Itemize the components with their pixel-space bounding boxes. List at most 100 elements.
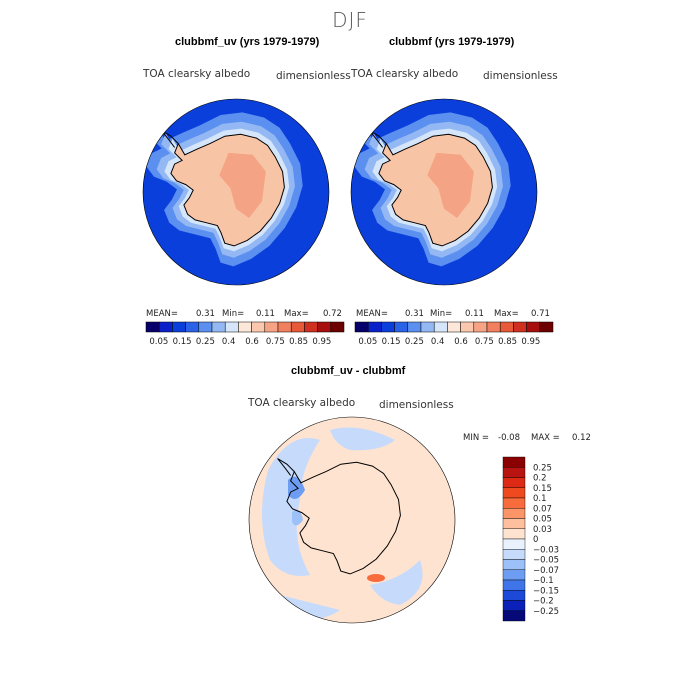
panel3-max-value: 0.12 xyxy=(572,433,591,443)
colorbar-swatch xyxy=(502,467,526,478)
colorbar-swatch xyxy=(172,321,186,333)
panel2-max-value: 0.71 xyxy=(531,309,550,319)
colorbar-swatch xyxy=(381,321,395,333)
colorbar-tick-label: −0.15 xyxy=(533,586,559,596)
colorbar-tick-label: 0.07 xyxy=(533,504,552,514)
coastline xyxy=(378,133,493,247)
panel2-units-label: dimensionless xyxy=(483,70,558,82)
panel2-min-value: 0.11 xyxy=(465,309,484,319)
panel2-mean-label: MEAN= xyxy=(356,309,388,319)
panel1-max-label: Max= xyxy=(284,309,309,319)
colorbar-tick-label: 0.05 xyxy=(533,515,552,525)
panel1-mean-value: 0.31 xyxy=(196,309,215,319)
colorbar-swatch xyxy=(513,321,527,333)
colorbar-swatch xyxy=(486,321,501,333)
colorbar-tick-label: 0.6 xyxy=(454,337,468,347)
panel1-units-label: dimensionless xyxy=(276,70,351,82)
colorbar-tick-label: −0.03 xyxy=(533,545,559,555)
panel1-field-label: TOA clearsky albedo xyxy=(143,68,251,80)
map-panel-1 xyxy=(143,99,329,285)
colorbar-swatch xyxy=(290,321,305,333)
panel1-mean-label: MEAN= xyxy=(146,309,178,319)
colorbar-swatch xyxy=(277,321,292,333)
map-border-3 xyxy=(248,416,456,624)
colorbar-tick-label: 0.25 xyxy=(533,463,552,473)
colorbar-swatch xyxy=(502,456,526,468)
map-border-2 xyxy=(350,98,538,286)
colorbar-swatch xyxy=(145,321,160,333)
colorbar-swatch xyxy=(367,321,382,333)
panel2-max-label: Max= xyxy=(494,309,519,319)
colorbar-swatch xyxy=(502,569,526,581)
negative-anomaly-region xyxy=(370,560,423,605)
colorbar-swatch xyxy=(460,321,475,333)
interior-plateau xyxy=(427,152,474,218)
colorbar-tick-label: 0.95 xyxy=(312,337,331,347)
colorbar-swatch xyxy=(526,321,541,333)
colorbar-swatch xyxy=(330,321,345,333)
colorbar-swatch xyxy=(354,321,369,333)
positive-anomaly-hotspot xyxy=(367,574,385,582)
colorbar-tick-label: 0.25 xyxy=(405,337,424,347)
coastline xyxy=(286,461,401,575)
colorbar-swatch xyxy=(251,321,266,333)
colorbar-tick-label: 0.6 xyxy=(245,337,259,347)
colorbar-tick-label: 0.05 xyxy=(149,337,168,347)
colorbar-tick-label: 0.85 xyxy=(498,337,517,347)
colorbar-tick-label: −0.05 xyxy=(533,556,559,566)
panel1-min-value: 0.11 xyxy=(256,309,275,319)
colorbar-swatch xyxy=(158,321,173,333)
coastline xyxy=(170,133,285,247)
colorbar-swatch xyxy=(502,528,526,540)
colorbar-tick-label: 0.95 xyxy=(521,337,540,347)
colorbar-tick-label: 0.4 xyxy=(222,337,236,347)
colorbar-tick-label: 0.15 xyxy=(533,484,552,494)
colorbar-swatch xyxy=(502,508,526,519)
colorbar-tick-label: −0.07 xyxy=(533,566,559,576)
colorbar-swatch xyxy=(502,477,526,488)
colorbar-swatch xyxy=(502,610,526,622)
panel3-min-label: MIN = xyxy=(463,433,490,443)
colorbar-tick-label: 0.2 xyxy=(533,474,547,484)
colorbar-tick-label: 0.1 xyxy=(533,494,547,504)
colorbar-tick-label: 0.75 xyxy=(475,337,494,347)
colorbar-swatch xyxy=(502,497,526,509)
colorbar-tick-label: 0.75 xyxy=(266,337,285,347)
colorbar-swatch xyxy=(447,321,461,333)
colorbar-swatch xyxy=(502,549,526,560)
colorbar-tick-label: 0.15 xyxy=(173,337,192,347)
colorbar-swatch xyxy=(502,600,526,611)
panel1-min-label: Min= xyxy=(222,309,245,319)
panel1-title: clubbmf_uv (yrs 1979-1979) xyxy=(175,36,320,48)
colorbar-swatch xyxy=(238,321,252,333)
colorbar-swatch xyxy=(502,538,526,550)
peninsula-coastline xyxy=(277,458,295,476)
panel3-field-label: TOA clearsky albedo xyxy=(248,397,356,409)
colorbar-swatch xyxy=(304,321,318,333)
colorbar-swatch xyxy=(185,321,200,333)
colorbar-swatch xyxy=(502,518,526,529)
colorbar-tick-label: −0.1 xyxy=(533,576,554,586)
map-panel-3 xyxy=(249,417,455,623)
colorbar-swatch xyxy=(198,321,213,333)
panel3-min-value: -0.08 xyxy=(498,433,520,443)
colorbar-tick-label: 0.25 xyxy=(196,337,215,347)
colorbar-swatch xyxy=(499,321,514,333)
colorbar-swatch xyxy=(502,487,526,499)
colorbar-tick-label: 0.05 xyxy=(358,337,377,347)
colorbar-swatch xyxy=(211,321,226,333)
colorbar-swatch xyxy=(407,321,422,333)
colorbar-swatch xyxy=(433,321,448,333)
colorbar-tick-label: 0.4 xyxy=(431,337,445,347)
colorbar-tick-label: −0.25 xyxy=(533,607,559,617)
panel2-title: clubbmf (yrs 1979-1979) xyxy=(389,36,515,48)
colorbar-tick-label: 0 xyxy=(533,535,538,545)
colorbar-tick-label: −0.2 xyxy=(533,597,554,607)
negative-anomaly-region xyxy=(292,509,303,526)
panel2-field-label: TOA clearsky albedo xyxy=(351,68,459,80)
colorbar-swatch xyxy=(502,559,526,570)
colorbar-swatch xyxy=(224,321,239,333)
colorbar-swatch xyxy=(394,321,409,333)
panel3-title: clubbmf_uv - clubbmf xyxy=(291,365,406,377)
